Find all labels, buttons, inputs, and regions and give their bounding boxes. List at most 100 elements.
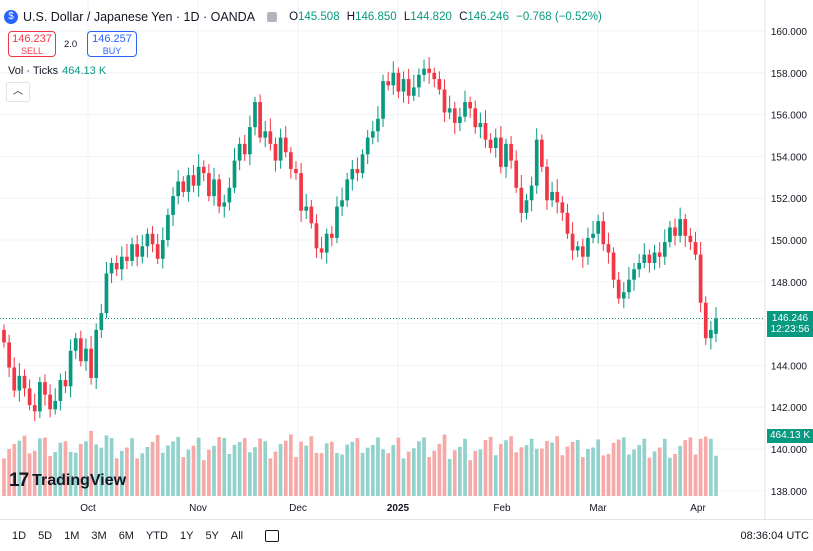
volume-bar xyxy=(166,445,170,496)
range-6m[interactable]: 6M xyxy=(118,529,134,542)
range-1m[interactable]: 1M xyxy=(64,529,80,542)
calendar-goto-icon[interactable] xyxy=(265,529,280,542)
volume-bar xyxy=(63,441,68,496)
volume-label: Vol · Ticks xyxy=(8,65,59,77)
range-ytd[interactable]: YTD xyxy=(145,529,168,542)
volume-bar xyxy=(130,438,134,496)
volume-bar xyxy=(340,454,344,496)
volume-bar xyxy=(647,457,652,496)
volume-bar xyxy=(104,435,109,496)
volume-bar xyxy=(212,445,216,496)
chevron-up-icon: ︿ xyxy=(13,86,23,97)
volume-bar xyxy=(709,438,713,496)
buy-button[interactable]: 146.257 BUY xyxy=(87,31,137,57)
candle-body xyxy=(370,131,375,138)
candle-body xyxy=(637,262,642,270)
volume-bar xyxy=(27,453,32,496)
volume-bar xyxy=(688,437,693,496)
candle-body xyxy=(268,131,273,144)
volume-bar xyxy=(539,448,544,496)
candle-body xyxy=(222,202,227,207)
volume-bar xyxy=(176,436,181,496)
volume-bar xyxy=(196,437,201,496)
volume-bar xyxy=(417,441,421,496)
candle-body xyxy=(570,233,575,251)
candle-body xyxy=(483,122,488,140)
volume-bar xyxy=(360,452,365,496)
volume-bar xyxy=(437,443,442,496)
candle-body xyxy=(493,137,498,149)
volume-bar xyxy=(78,444,83,496)
candle-body xyxy=(237,143,242,161)
price-chart[interactable]: 160.000 158.000 156.000 154.000 152.000 150.0… xyxy=(0,0,813,519)
volume-bar xyxy=(135,458,140,496)
range-3m[interactable]: 3M xyxy=(91,529,107,542)
candle-body xyxy=(452,108,457,123)
volume-bar xyxy=(43,437,47,496)
volume-bars xyxy=(2,430,718,496)
volume-bar xyxy=(48,455,52,496)
candle-body xyxy=(545,166,549,201)
volume-bar xyxy=(283,440,288,496)
candle-body xyxy=(621,292,626,299)
candle-body xyxy=(27,388,32,406)
volume-bar xyxy=(611,442,616,496)
volume-bar xyxy=(478,449,483,496)
candle-body xyxy=(632,269,636,280)
range-5y[interactable]: 5Y xyxy=(205,529,219,542)
collapse-legend-button[interactable]: ︿ xyxy=(6,82,30,102)
market-status-icon[interactable] xyxy=(267,12,278,22)
range-5d[interactable]: 5D xyxy=(38,529,53,542)
utc-clock[interactable]: 08:36:04 UTC xyxy=(740,529,809,542)
candle-body xyxy=(376,118,380,132)
volume-bar xyxy=(580,457,585,496)
volume-bar xyxy=(596,439,601,496)
volume-bar xyxy=(150,441,155,496)
volume-bar xyxy=(621,437,626,496)
range-all[interactable]: All xyxy=(230,529,244,542)
candle-body xyxy=(580,246,585,257)
candle-body xyxy=(289,152,293,169)
range-1y[interactable]: 1Y xyxy=(179,529,194,542)
price-tick-label: 160.000 xyxy=(771,27,808,38)
sell-price: 146.237 xyxy=(12,33,52,45)
volume-bar xyxy=(411,448,416,496)
range-1d[interactable]: 1D xyxy=(12,529,27,542)
volume-legend[interactable]: Vol · Ticks 464.13 K xyxy=(8,65,106,77)
candle-body xyxy=(68,350,73,387)
candle-body xyxy=(73,338,78,351)
ohlc-legend: O145.508 H146.850 L144.820 C146.246 −0.7… xyxy=(289,11,602,23)
candle-body xyxy=(673,227,677,236)
volume-bar xyxy=(119,450,124,496)
candle-body xyxy=(647,254,652,263)
volume-bar xyxy=(483,440,488,496)
volume-bar xyxy=(53,452,58,496)
candle-body xyxy=(12,367,17,391)
volume-bar xyxy=(309,436,314,496)
candle-body xyxy=(89,348,93,378)
sell-button[interactable]: 146.237 SELL xyxy=(8,31,56,57)
volume-bar xyxy=(299,441,303,496)
volume-bar xyxy=(524,445,529,496)
tradingview-logo[interactable]: 17 TradingView xyxy=(9,470,127,491)
candle-body xyxy=(43,382,47,395)
candle-body xyxy=(273,143,278,161)
volume-bar xyxy=(586,449,590,496)
symbol-title[interactable]: U.S. Dollar / Japanese Yen · 1D · OANDA xyxy=(23,10,256,24)
price-tick-label: 156.000 xyxy=(771,111,808,122)
candle-body xyxy=(519,187,524,213)
candle-body xyxy=(504,143,508,167)
candle-body xyxy=(253,102,257,128)
candle-body xyxy=(196,166,201,186)
candle-body xyxy=(401,79,406,92)
time-axis: Oct Nov Dec 2025 Feb Mar Apr xyxy=(80,503,706,514)
volume-bar xyxy=(391,445,396,496)
candle-body xyxy=(560,202,565,213)
candle-body xyxy=(381,81,385,119)
volume-bar xyxy=(488,436,493,496)
candle-body xyxy=(442,89,447,113)
volume-bar xyxy=(370,445,375,496)
volume-bar xyxy=(606,453,611,496)
candle-body xyxy=(22,375,27,389)
volume-bar xyxy=(427,457,431,496)
